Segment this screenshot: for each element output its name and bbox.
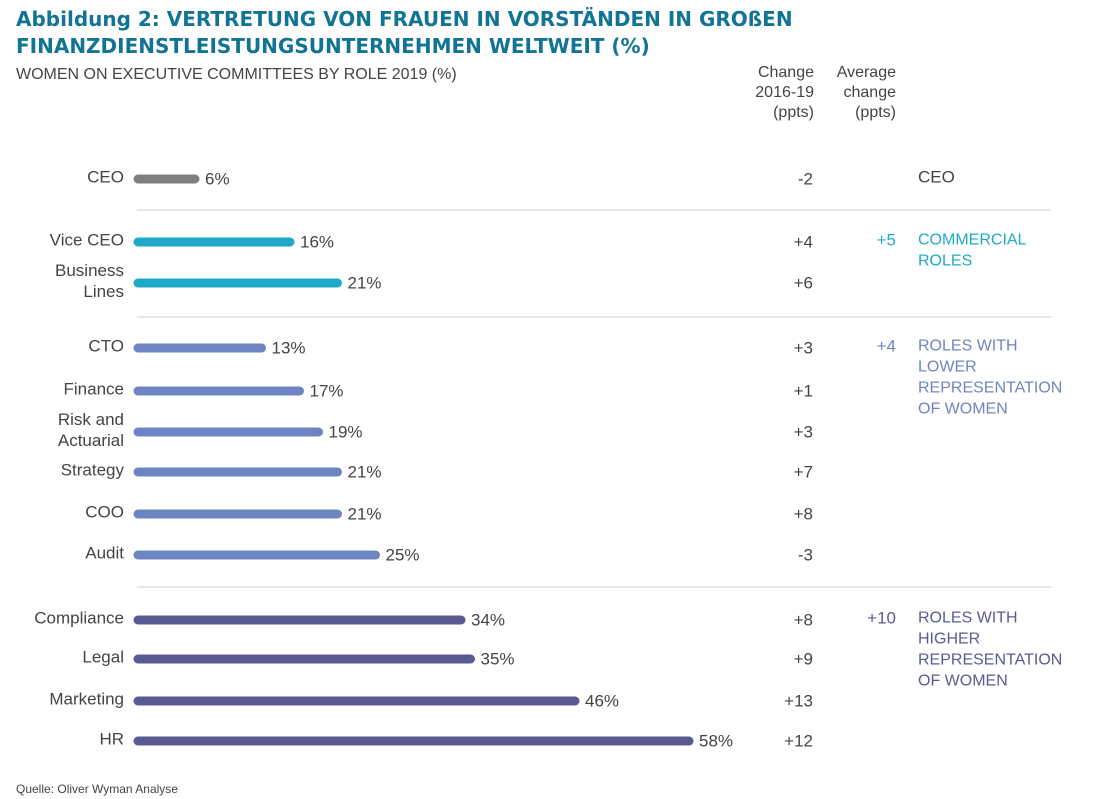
average-change-value: +4 [877, 337, 896, 356]
data-label: 46% [585, 692, 619, 711]
data-label: 21% [348, 505, 382, 524]
average-header-line: (ppts) [855, 104, 896, 121]
data-label: 17% [310, 382, 344, 401]
average-header-line: change [843, 84, 897, 101]
change-value: +6 [794, 274, 813, 293]
change-value: +12 [784, 732, 813, 751]
data-label: 21% [348, 463, 382, 482]
group-label: CEO [918, 168, 955, 187]
category-label: HR [99, 730, 124, 749]
group-label: REPRESENTATION [918, 380, 1062, 397]
category-label: CEO [87, 168, 124, 187]
category-label: Actuarial [58, 431, 124, 450]
category-label: Risk and [58, 410, 124, 429]
group-label: REPRESENTATION [918, 652, 1062, 669]
group-label: OF WOMEN [918, 673, 1008, 690]
group-label: ROLES [918, 253, 972, 270]
data-label: 35% [481, 650, 515, 669]
change-value: +4 [794, 233, 813, 252]
category-label: Strategy [61, 461, 125, 480]
data-label: 34% [471, 611, 505, 630]
change-column-header: Change 2016-19 (ppts) [722, 63, 814, 123]
category-label: Audit [85, 544, 124, 563]
category-label: Legal [82, 648, 124, 667]
category-label: CTO [88, 337, 124, 356]
change-value: +7 [794, 463, 813, 482]
category-label: Lines [83, 282, 124, 301]
group-label: ROLES WITH [918, 338, 1018, 355]
data-label: 6% [205, 170, 230, 189]
change-value: +8 [794, 505, 813, 524]
change-value: +9 [794, 650, 813, 669]
category-label: Finance [64, 380, 124, 399]
change-value: -3 [798, 546, 813, 565]
group-label: LOWER [918, 359, 977, 376]
group-label: HIGHER [918, 631, 980, 648]
change-header-line: Change [757, 64, 814, 81]
data-label: 58% [699, 732, 733, 751]
change-value: +13 [784, 692, 813, 711]
data-label: 21% [348, 274, 382, 293]
average-change-column-header: Average change (ppts) [806, 63, 896, 123]
change-value: +8 [794, 611, 813, 630]
chart-subtitle: WOMEN ON EXECUTIVE COMMITTEES BY ROLE 20… [16, 66, 457, 83]
change-header-line: 2016-19 [755, 84, 814, 101]
change-value: +3 [794, 423, 813, 442]
chart-title: Abbildung 2: VERTRETUNG VON FRAUEN IN VO… [16, 7, 793, 58]
data-label: 19% [329, 423, 363, 442]
average-change-value: +5 [877, 231, 896, 250]
group-label: OF WOMEN [918, 401, 1008, 418]
source-note: Quelle: Oliver Wyman Analyse [16, 782, 178, 796]
data-label: 25% [386, 546, 420, 565]
change-value: -2 [798, 170, 813, 189]
data-label: 13% [272, 339, 306, 358]
change-value: +1 [794, 382, 813, 401]
change-value: +3 [794, 339, 813, 358]
data-label: 16% [300, 233, 334, 252]
category-label: Marketing [49, 690, 124, 709]
category-label: COO [85, 503, 124, 522]
category-label: Compliance [34, 609, 124, 628]
average-change-value: +10 [867, 609, 896, 628]
category-label: Business [55, 261, 124, 280]
category-label: Vice CEO [50, 231, 124, 250]
group-label: COMMERCIAL [918, 232, 1027, 249]
average-header-line: Average [836, 64, 896, 81]
change-header-line: (ppts) [773, 104, 814, 121]
group-label: ROLES WITH [918, 610, 1018, 627]
